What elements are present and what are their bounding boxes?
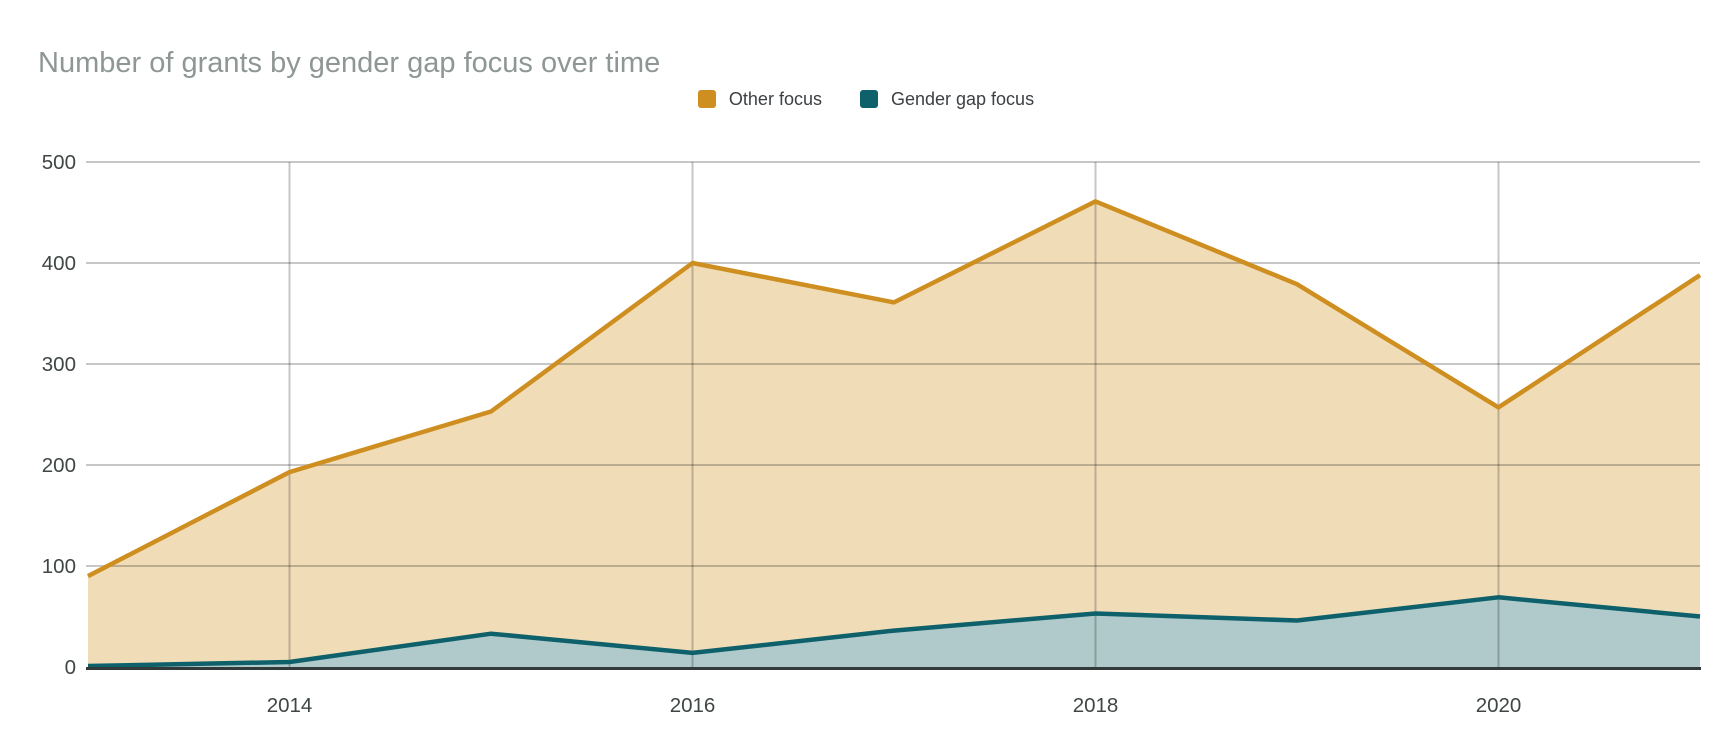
y-tick-label-400: 400	[42, 252, 76, 275]
area-other-focus	[88, 201, 1700, 667]
y-tick-label-500: 500	[42, 151, 76, 174]
legend-item-other-focus[interactable]: Other focus	[697, 88, 822, 110]
x-tick-label-2016: 2016	[670, 694, 716, 717]
legend-swatch-gender-gap-focus	[859, 90, 878, 108]
y-tick-label-300: 300	[42, 353, 76, 376]
legend-label-other-focus: Other focus	[728, 88, 822, 109]
y-tick-label-200: 200	[42, 454, 76, 477]
chart-legend: Other focus Gender gap focus	[0, 86, 1732, 112]
line-other-focus	[86, 199, 1702, 579]
line-gender-gap-focus	[87, 595, 1701, 669]
y-tick-label-100: 100	[42, 555, 76, 578]
legend-label-gender-gap-focus: Gender gap focus	[890, 88, 1035, 109]
x-tick-label-2018: 2018	[1073, 694, 1119, 717]
x-tick-label-2014: 2014	[267, 694, 313, 717]
legend-item-gender-gap-focus[interactable]: Gender gap focus	[859, 88, 1035, 110]
chart-title: Number of grants by gender gap focus ove…	[38, 47, 661, 80]
y-tick-label-0: 0	[65, 656, 76, 679]
x-tick-label-2020: 2020	[1476, 694, 1522, 717]
legend-swatch-other-focus	[697, 90, 716, 108]
